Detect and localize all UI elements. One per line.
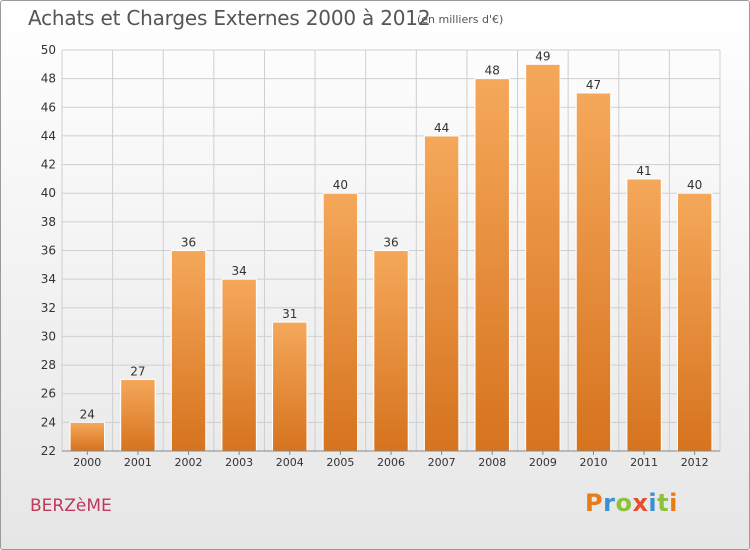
x-tick-label: 2003 [225,456,253,469]
data-label: 40 [333,178,348,192]
y-tick-label: 34 [41,272,56,286]
bar [626,178,662,452]
x-tick-label: 2005 [326,456,354,469]
x-tick-label: 2000 [73,456,101,469]
chart-title: Achats et Charges Externes 2000 à 2012 [28,6,431,30]
y-tick-label: 38 [41,215,56,229]
bar [120,378,156,452]
logo-letter: i [648,489,658,517]
data-label: 36 [181,236,196,250]
data-label: 44 [434,121,449,135]
x-tick-label: 2004 [276,456,304,469]
bar [170,250,207,452]
axes: 22 24 26 28 30 32 34 36 38 40 42 44 46 48 50 2000 2001 20… [41,43,720,469]
bar [322,192,359,452]
data-label: 36 [383,236,398,250]
bar [525,63,561,452]
data-label: 41 [636,164,651,178]
bar [221,278,257,452]
commune-name: BERZèME [30,496,112,516]
y-tick-label: 44 [41,129,56,143]
chart-subtitle: (en milliers d'€) [417,13,504,26]
y-tick-label: 36 [41,244,56,258]
x-tick-label: 2012 [681,456,709,469]
data-label: 48 [485,64,500,78]
y-tick-label: 30 [41,329,56,343]
bars: 24 27 36 34 31 40 36 44 48 49 47 41 40 [69,49,713,452]
y-tick-label: 28 [41,358,56,372]
bar [676,192,713,452]
bar [423,135,460,452]
bar [373,250,409,452]
data-label: 47 [586,78,601,92]
bar [272,321,308,452]
logo-letter: P [585,489,604,517]
bar [575,92,612,452]
x-tick-label: 2010 [579,456,607,469]
y-tick-label: 26 [41,387,56,401]
logo-letter: i [669,489,678,517]
y-tick-label: 32 [41,301,56,315]
x-tick-label: 2006 [377,456,405,469]
x-tick-label: 2001 [124,456,152,469]
x-tick-label: 2009 [529,456,557,469]
data-label: 34 [232,264,247,278]
y-tick-label: 50 [41,43,56,57]
bar [474,78,510,452]
y-tick-label: 46 [41,100,56,114]
logo-letter: x [632,489,649,517]
y-tick-label: 40 [41,186,56,200]
x-tick-label: 2008 [478,456,506,469]
data-label: 31 [282,307,297,321]
data-label: 24 [80,407,95,421]
y-tick-label: 42 [41,158,56,172]
y-tick-label: 48 [41,72,56,86]
data-label: 27 [130,364,145,378]
y-tick-label: 22 [41,444,56,458]
y-tick-label: 24 [41,415,56,429]
x-tick-label: 2007 [428,456,456,469]
x-tick-label: 2011 [630,456,658,469]
proxiti-logo: Proxiti [585,489,678,517]
bar [69,421,106,452]
data-label: 49 [535,49,550,63]
logo-letter: r [603,489,616,517]
logo-letter: o [615,489,633,517]
x-tick-label: 2002 [175,456,203,469]
logo-letter: t [657,489,670,517]
data-label: 40 [687,178,702,192]
